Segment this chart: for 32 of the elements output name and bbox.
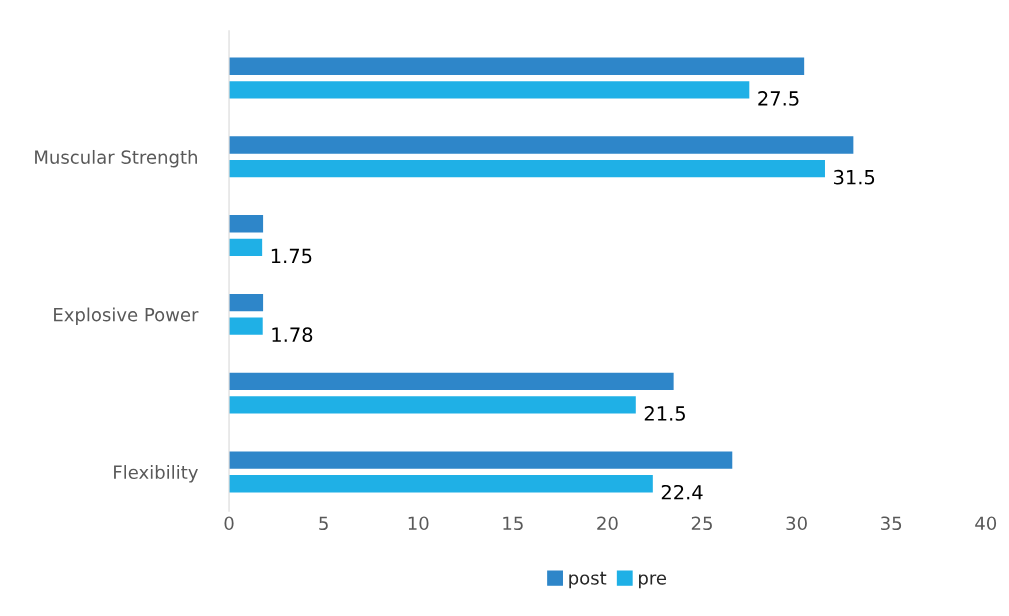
data-label: 22.4 — [661, 484, 703, 500]
legend-label: post — [569, 571, 607, 589]
x-tick-label: 0 — [224, 516, 234, 531]
x-tick-label: 15 — [503, 516, 523, 531]
bar — [229, 372, 674, 390]
data-label: 27.5 — [758, 91, 799, 106]
bar — [229, 293, 264, 312]
bar — [229, 396, 636, 414]
bar — [229, 136, 854, 154]
x-tick-label: 10 — [408, 516, 429, 531]
y-tick-label: Flexibility — [114, 465, 198, 483]
x-tick-label: 30 — [786, 516, 807, 531]
bar — [229, 475, 653, 493]
x-tick-label: 25 — [691, 516, 712, 531]
y-tick-label: Muscular Strength — [35, 149, 197, 168]
bar — [229, 451, 733, 469]
x-tick-label: 20 — [597, 516, 618, 531]
data-label: 1.75 — [271, 248, 312, 264]
legend-label: pre — [639, 574, 667, 589]
bar — [229, 317, 263, 335]
x-tick-label: 35 — [881, 516, 902, 531]
data-label: 31.5 — [834, 169, 875, 185]
data-label: 1.78 — [272, 327, 313, 343]
bar — [229, 57, 805, 75]
bar — [229, 81, 750, 99]
data-label: 21.5 — [644, 406, 685, 421]
y-tick-label: Explosive Power — [54, 307, 199, 325]
x-tick-label: 40 — [975, 516, 997, 531]
bar — [229, 215, 264, 233]
bar — [229, 159, 825, 178]
bar — [229, 238, 263, 257]
x-tick-label: 5 — [319, 516, 328, 531]
